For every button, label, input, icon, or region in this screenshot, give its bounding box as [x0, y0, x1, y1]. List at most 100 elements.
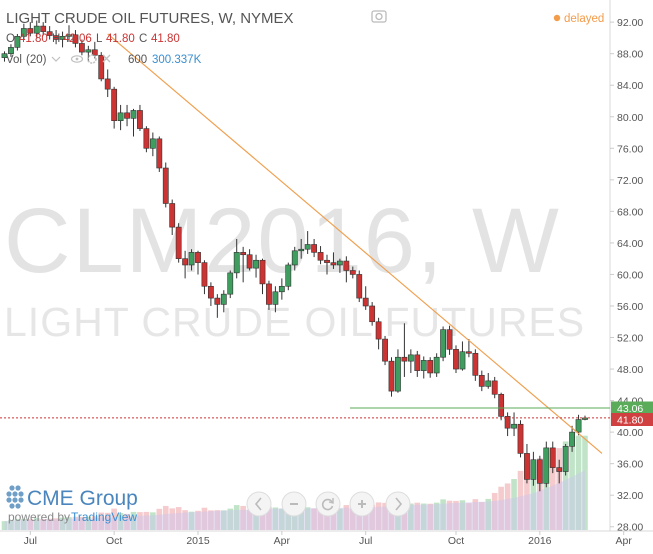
volume-bar [562, 441, 569, 530]
candle-body [182, 258, 188, 266]
volume-bar [511, 479, 517, 530]
volume-bar [246, 509, 253, 530]
candle-body [272, 291, 279, 305]
candle-body [1, 53, 8, 58]
candle-body [201, 262, 208, 287]
candle-body [253, 259, 259, 269]
eye-icon[interactable] [70, 55, 84, 63]
candle-body [8, 47, 14, 54]
volume-bar [350, 508, 356, 530]
watermark-symbol: CLM2016, W [4, 190, 561, 292]
delayed-dot-icon [553, 14, 561, 22]
volume-bar [27, 519, 34, 530]
volume-bar [491, 492, 498, 530]
candle-body [317, 252, 324, 261]
candle-body [433, 356, 440, 374]
candle-body [278, 285, 285, 293]
candle-body [33, 25, 40, 34]
volume-bar [485, 498, 492, 530]
time-tick-label: Jul [24, 535, 37, 547]
candle-body [324, 259, 330, 263]
volume-bar [104, 512, 111, 530]
zoom-out-icon[interactable] [281, 491, 307, 517]
svg-text:42.06: 42.06 [63, 33, 92, 45]
svg-text:(20): (20) [26, 54, 47, 66]
price-axis[interactable]: 28.0032.0036.0040.0044.0048.0052.0056.00… [610, 17, 643, 534]
volume-bar [233, 505, 240, 530]
volume-bar [388, 499, 395, 530]
time-tick-label: Oct [448, 535, 464, 547]
volume-bar [298, 508, 304, 530]
camera-icon[interactable] [371, 10, 387, 23]
volume-bar [414, 502, 421, 530]
volume-bar [266, 506, 272, 530]
globe-icon [6, 485, 24, 509]
candle-body [472, 352, 479, 376]
volume-bar [227, 508, 234, 530]
volume-bar [285, 506, 292, 530]
candle-body [375, 321, 382, 340]
candle-body [556, 467, 563, 472]
reset-icon[interactable] [315, 491, 341, 517]
volume-bar [427, 503, 433, 530]
chevron-left-icon[interactable] [246, 491, 272, 517]
candle-body [20, 28, 27, 37]
volume-bar [208, 510, 214, 530]
candle-body [382, 338, 388, 362]
candle-body [517, 423, 524, 454]
candle-body [478, 375, 485, 387]
powered-by-text[interactable]: powered by TradingView [8, 510, 137, 524]
volume-bar [517, 470, 524, 530]
candle-body [72, 34, 79, 44]
candle-body [208, 285, 214, 299]
volume-bar [530, 462, 537, 530]
candle-body [498, 393, 505, 417]
volume-bar [92, 516, 98, 530]
time-axis[interactable]: Jul Oct 2015 Apr Jul Oct 2016 Apr [24, 531, 633, 547]
chart-title: LIGHT CRUDE OIL FUTURES, W, NYMEX [6, 10, 294, 27]
volume-bar [524, 465, 530, 530]
svg-text:41.80: 41.80 [617, 415, 643, 427]
volume-bar [343, 505, 350, 530]
candle-body [395, 356, 401, 392]
volume-bar [253, 509, 259, 530]
time-tick-label: Apr [274, 535, 291, 547]
candle-body [98, 54, 105, 80]
gear-icon[interactable] [87, 54, 97, 64]
volume-bar [362, 505, 369, 530]
watermark-name: LIGHT CRUDE OIL FUTURES [4, 299, 585, 345]
zoom-in-icon[interactable] [349, 491, 375, 517]
volume-bar [14, 518, 21, 530]
candle-body [298, 248, 305, 252]
close-icon[interactable] [102, 54, 111, 63]
candle-body [427, 360, 434, 374]
price-tick-label: 76.00 [617, 143, 643, 155]
svg-text:CME Group: CME Group [27, 487, 138, 510]
candle-body [124, 112, 130, 119]
volume-bar [504, 483, 511, 530]
candle-body [14, 36, 21, 48]
volume-bar [66, 517, 72, 530]
svg-text:41.80: 41.80 [151, 33, 180, 45]
chevron-right-icon[interactable] [385, 491, 411, 517]
candle-body [143, 128, 150, 149]
price-tick-label: 40.00 [617, 427, 643, 439]
volume-bar [46, 518, 53, 530]
volume-bar [311, 508, 317, 530]
volume-bar [330, 508, 337, 530]
volume-bar [324, 507, 330, 530]
volume-legend: Vol (20) 600 300.337K [6, 54, 202, 66]
volume-bar [201, 507, 208, 530]
candle-body [311, 244, 317, 253]
candle-body [220, 293, 227, 305]
dropdown-arrow-icon[interactable] [51, 56, 61, 62]
volume-bar [556, 448, 562, 530]
price-tick-label: 52.00 [617, 333, 643, 345]
candle-body [569, 431, 575, 447]
candlestick-series [1, 20, 588, 492]
price-tag-last: 41.80 [611, 413, 653, 427]
candle-body [440, 329, 446, 358]
volume-bar [440, 499, 446, 530]
volume-bar [420, 503, 427, 530]
